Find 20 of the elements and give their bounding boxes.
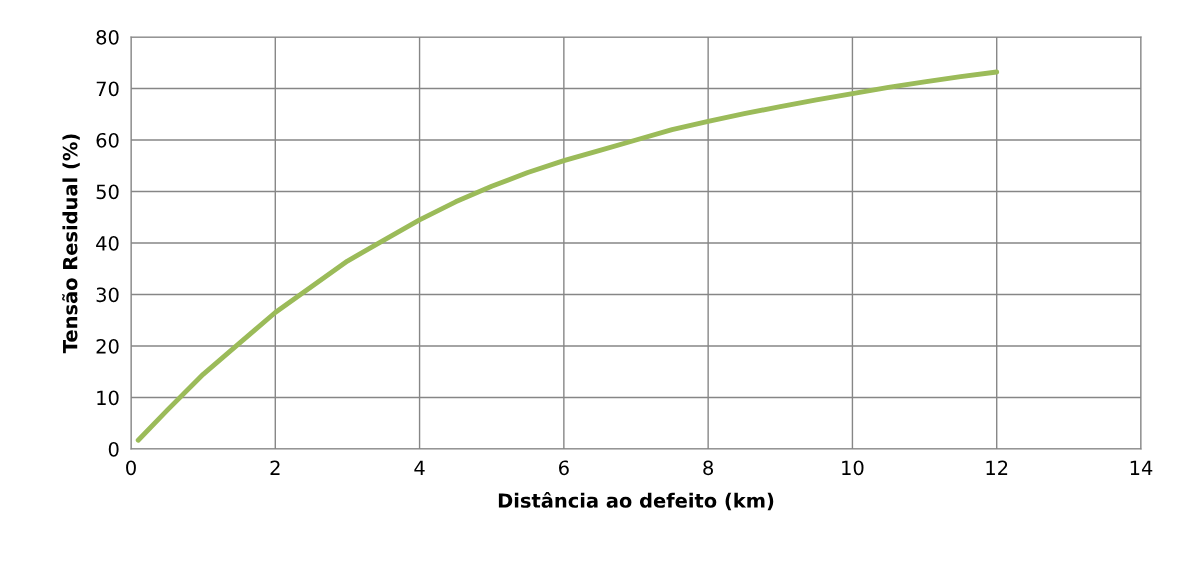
y-axis-title: Tensão Residual (%) — [62, 134, 80, 354]
y-tick-label: 40 — [96, 235, 119, 251]
line-series — [135, 69, 1000, 443]
y-tick-label: 10 — [97, 390, 119, 406]
x-tick-label: 6 — [559, 460, 569, 476]
y-tick-label: 50 — [96, 184, 119, 200]
x-tick-label: 14 — [1130, 460, 1153, 475]
y-tick-label: 80 — [96, 29, 119, 45]
x-tick-label: 10 — [842, 460, 864, 476]
x-tick-label: 2 — [270, 460, 280, 475]
x-tick-label: 12 — [986, 460, 1008, 475]
x-axis-title: Distância ao defeito (km) — [498, 492, 774, 511]
y-tick-label: 0 — [108, 441, 119, 457]
y-tick-label: 60 — [96, 132, 119, 148]
y-tick-label: 30 — [96, 287, 119, 303]
y-tick-label: 70 — [96, 81, 119, 97]
y-tick-label: 20 — [96, 338, 119, 354]
x-tick-label: 0 — [126, 460, 136, 476]
x-tick-label: 8 — [703, 460, 713, 476]
x-tick-label: 4 — [414, 460, 425, 475]
